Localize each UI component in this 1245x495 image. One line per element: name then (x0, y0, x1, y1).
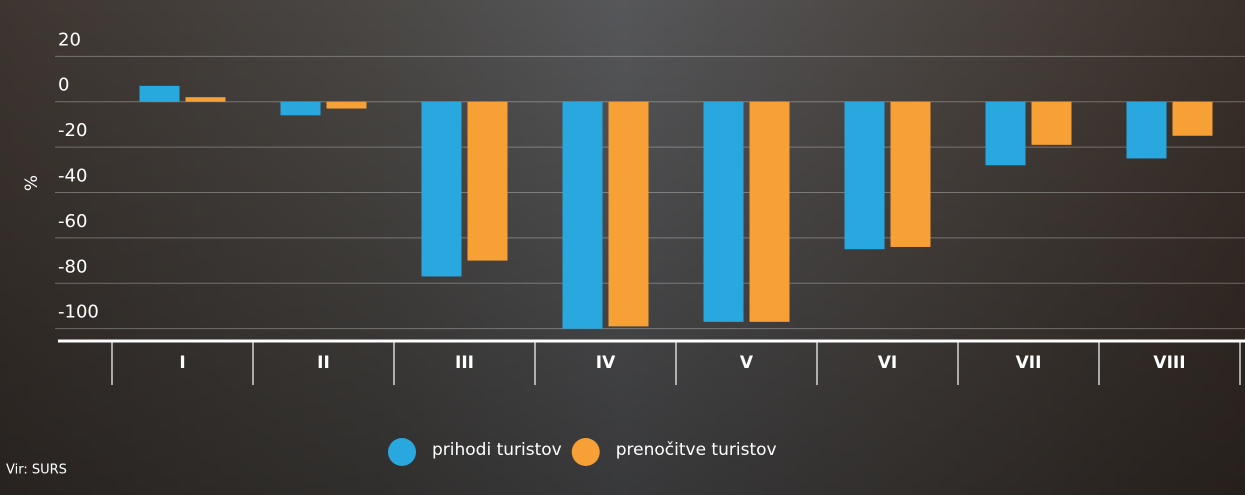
legend-label: prenočitve turistov (616, 440, 777, 460)
x-tick-label: I (179, 353, 185, 373)
x-tick-label: VI (878, 353, 897, 373)
y-tick-label: -100 (58, 302, 99, 323)
x-tick-label: VII (1016, 353, 1042, 373)
y-tick-label: 20 (58, 29, 81, 50)
x-tick-label: IV (596, 353, 616, 373)
legend-label: prihodi turistov (432, 440, 562, 460)
legend-marker (388, 438, 416, 466)
bar (467, 101, 508, 261)
y-tick-label: -20 (58, 120, 87, 141)
bar (562, 101, 603, 329)
y-axis-label: % (22, 175, 42, 191)
bar (608, 101, 649, 327)
bar (139, 85, 180, 102)
bar (749, 101, 790, 322)
bar (844, 101, 885, 250)
bar (1126, 101, 1167, 159)
legend-marker (571, 438, 600, 466)
bar (1031, 101, 1072, 145)
bar (890, 101, 931, 247)
x-tick-label: VIII (1153, 353, 1185, 373)
bar (280, 101, 321, 116)
y-tick-label: -80 (58, 256, 87, 277)
source: Vir: SURS (6, 463, 67, 478)
bar (1172, 101, 1213, 136)
bar (185, 97, 226, 102)
y-tick-label: -60 (58, 211, 87, 232)
x-tick-label: III (455, 353, 474, 373)
bar (703, 101, 744, 322)
bar (985, 101, 1026, 166)
x-tick-label: II (317, 353, 330, 373)
bar (421, 101, 462, 277)
y-tick-label: 0 (58, 75, 69, 96)
y-tick-label: -40 (58, 166, 87, 187)
bar (326, 101, 367, 109)
x-tick-label: V (740, 353, 754, 373)
